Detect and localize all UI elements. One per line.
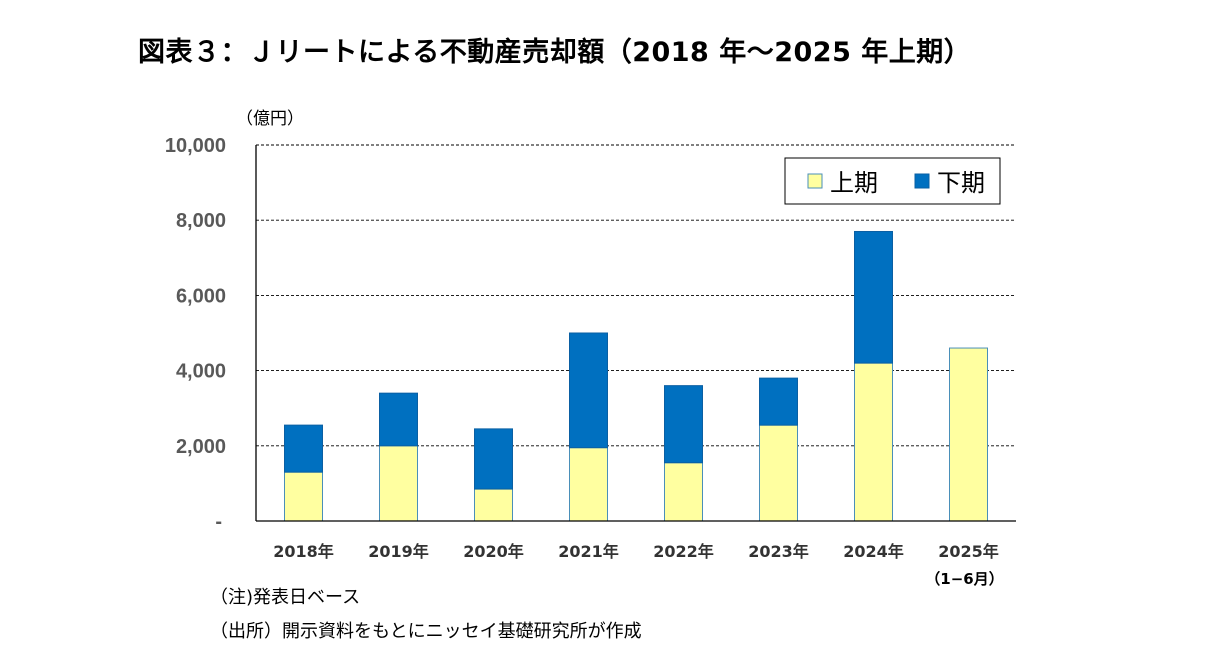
x-tick-labels: 2018年 2019年 2020年 2021年 2022年 2023年 2024年 2025年… — [273, 542, 1004, 588]
bar-second-half — [664, 385, 703, 464]
y-axis-unit-label: （億円） — [236, 109, 304, 129]
x-tick-label: 2019年 — [368, 542, 429, 561]
legend-swatch — [807, 173, 823, 189]
x-tick-sublabel: （1−6月） — [925, 570, 1003, 588]
y-tick-label: 6,000 — [176, 285, 226, 307]
x-tick-label: 2021年 — [558, 542, 619, 561]
bar-second-half — [759, 377, 798, 426]
bar-first-half — [854, 362, 893, 522]
bar-first-half — [474, 488, 513, 522]
bar-second-half — [854, 230, 893, 364]
note-text: （注)発表日ベース — [210, 587, 361, 608]
bars — [284, 230, 988, 522]
x-tick-label: 2025年 — [938, 542, 999, 561]
x-tick-label: 2020年 — [463, 542, 524, 561]
bar-first-half — [664, 462, 703, 522]
legend: 上期 下期 — [784, 157, 1001, 205]
x-tick-label: 2018年 — [273, 542, 334, 561]
y-tick-label: 2,000 — [176, 436, 226, 458]
y-tick-label: - — [215, 511, 222, 533]
bar-first-half — [379, 445, 418, 522]
x-tick-label: 2024年 — [843, 542, 904, 561]
bar-first-half — [949, 347, 988, 522]
legend-label: 上期 — [830, 169, 878, 197]
chart-title: 図表３：Ｊリートによる不動産売却額（2018 年～2025 年上期） — [138, 37, 972, 68]
y-tick-label: 4,000 — [176, 361, 226, 383]
bar-first-half — [569, 447, 608, 522]
bar-first-half — [759, 424, 798, 522]
legend-box — [784, 157, 1001, 205]
y-tick-label: 8,000 — [176, 210, 226, 232]
y-tick-label: 10,000 — [165, 135, 226, 157]
x-tick-label: 2023年 — [748, 542, 809, 561]
source-text: （出所）開示資料をもとにニッセイ基礎研究所が作成 — [210, 621, 642, 642]
bar-second-half — [284, 424, 323, 473]
bar-first-half — [284, 471, 323, 522]
y-tick-labels: - 2,000 4,000 6,000 8,000 10,000 — [165, 135, 226, 533]
legend-swatch — [914, 173, 930, 189]
legend-label: 下期 — [937, 169, 985, 197]
bar-second-half — [474, 428, 513, 490]
bar-second-half — [569, 332, 608, 449]
x-tick-label: 2022年 — [653, 542, 714, 561]
bar-second-half — [379, 392, 418, 447]
